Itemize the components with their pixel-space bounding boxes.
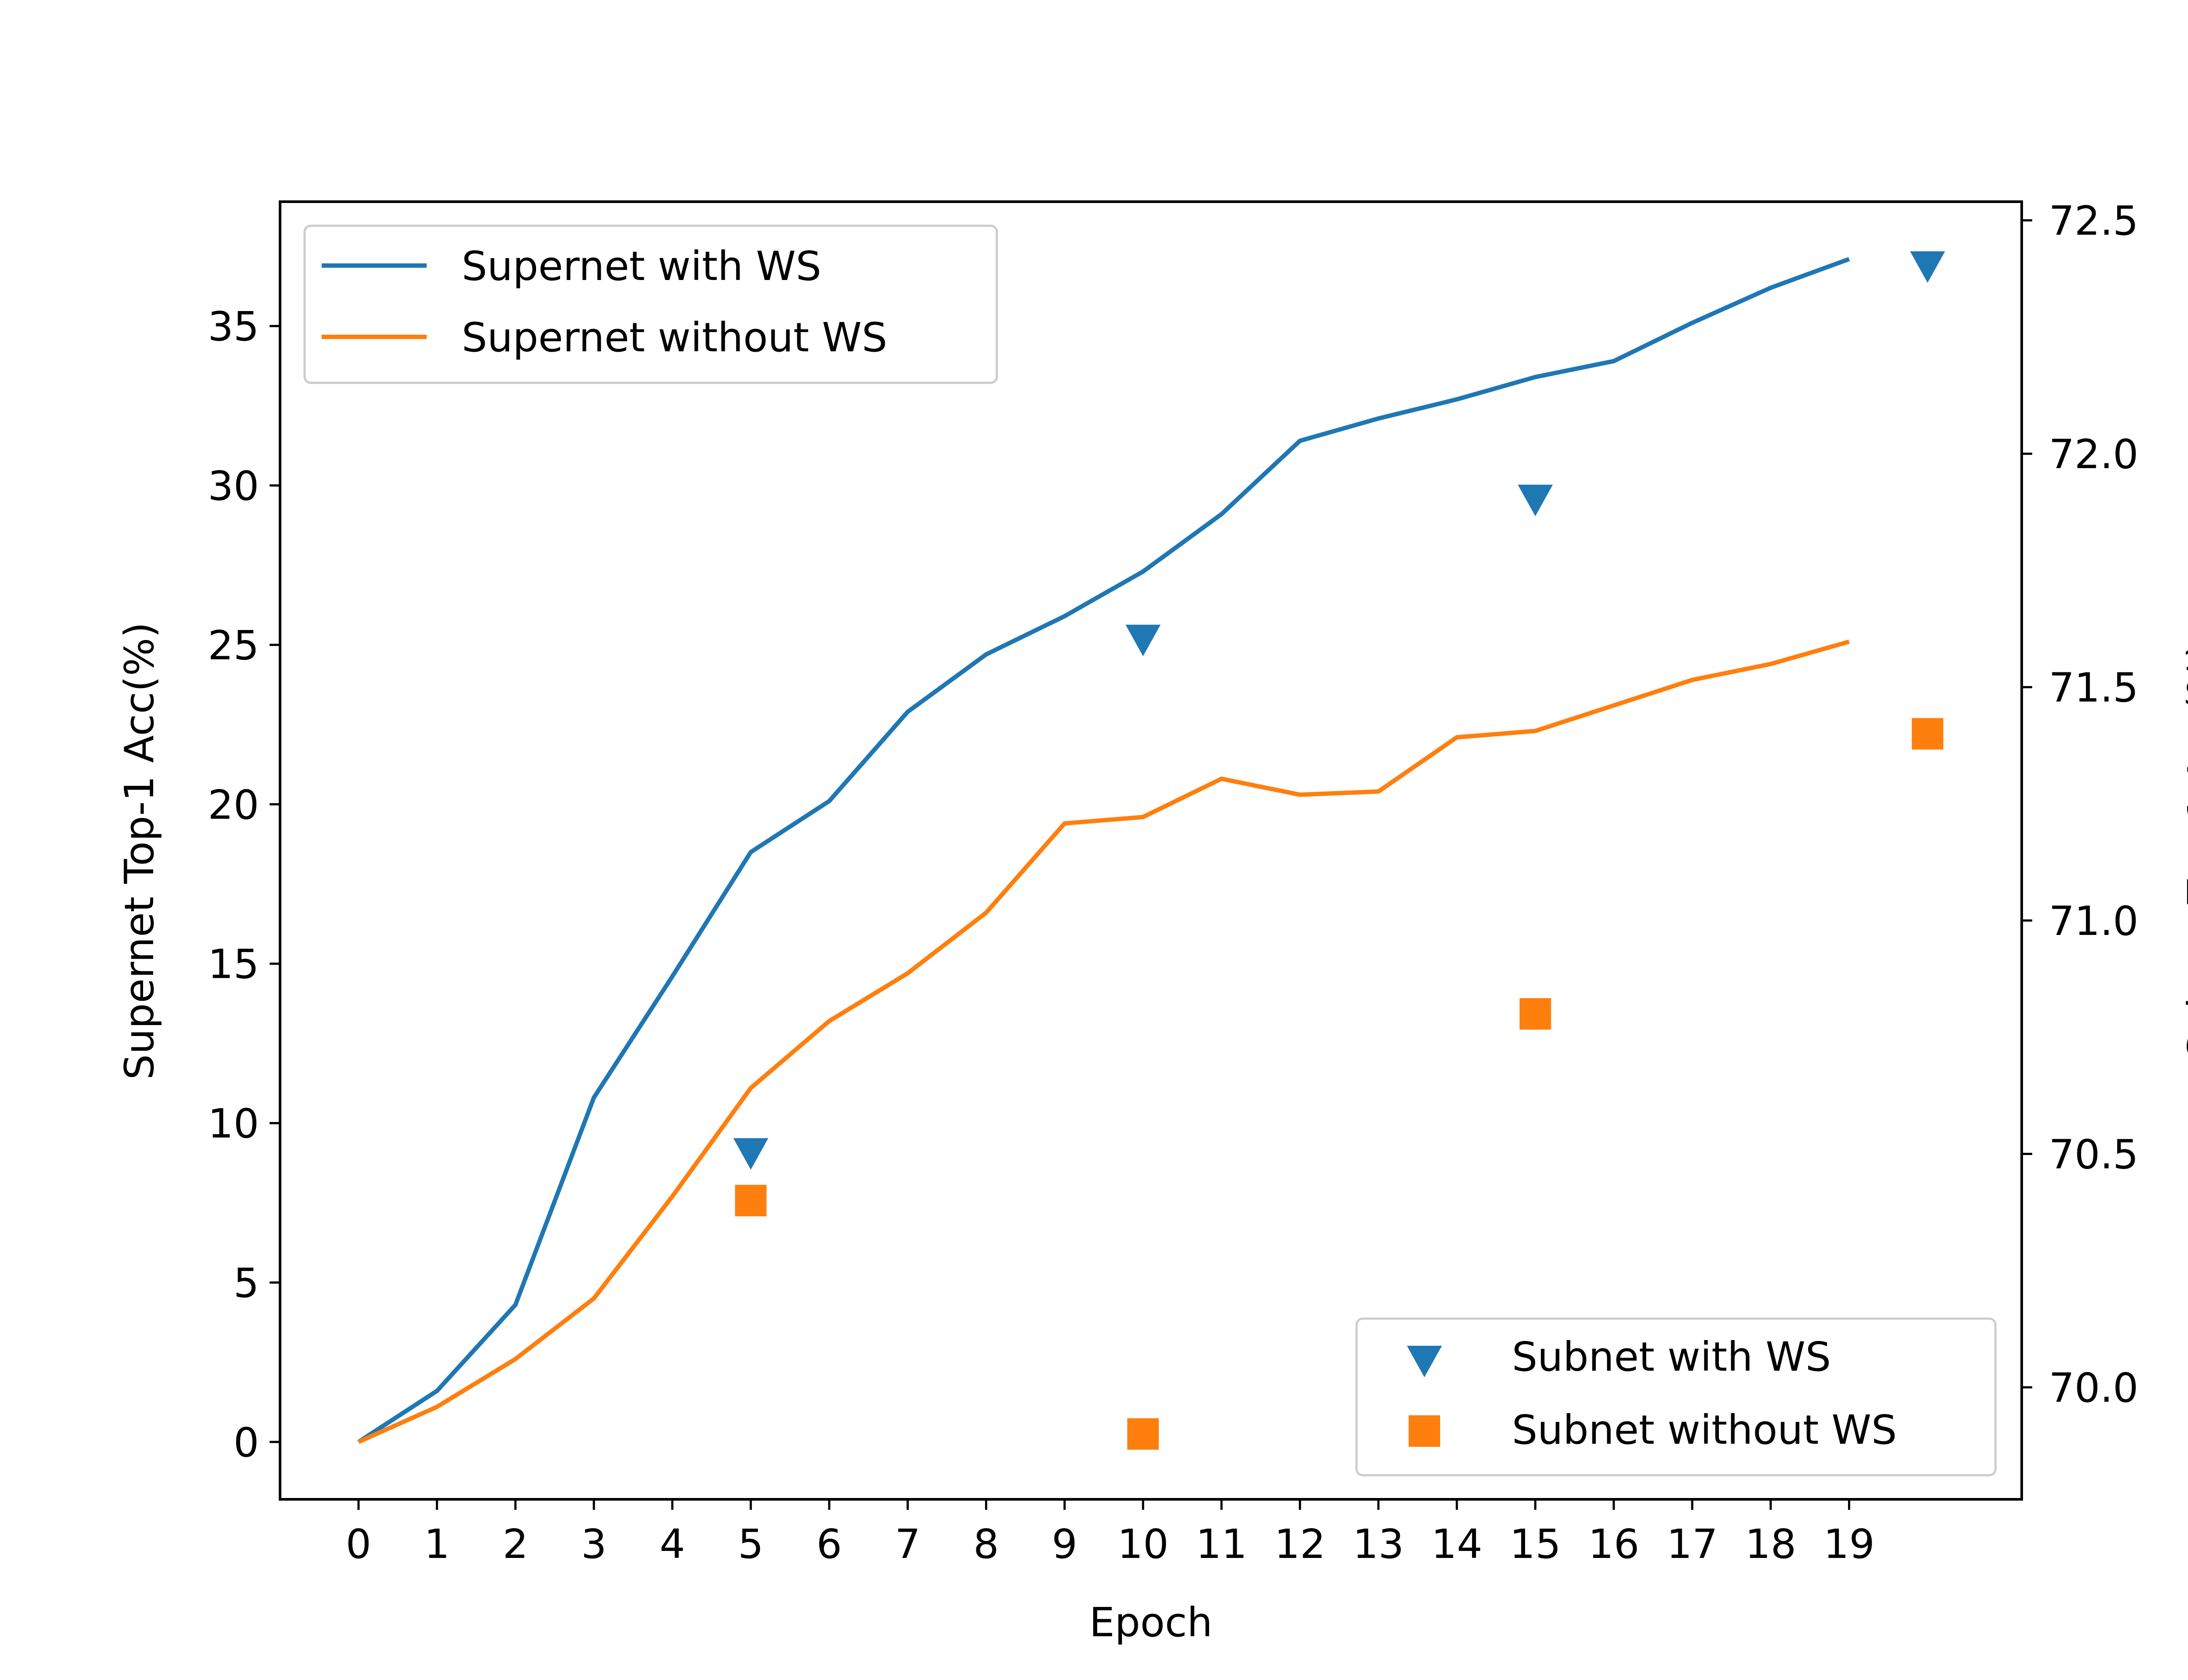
right-y-axis-ticks: 70.0 70.5 71.0 71.5 72.0 72.5 — [2022, 198, 2139, 1411]
x-tick-label: 14 — [1431, 1521, 1483, 1568]
marker-subnet-without-ws — [1127, 1418, 1159, 1450]
legend-subnet-without-ws-marker — [1409, 1415, 1440, 1447]
point-supernet-without-ws — [672, 1196, 673, 1197]
x-tick-label: 16 — [1588, 1521, 1639, 1568]
marker-subnet-with-ws — [733, 1138, 768, 1170]
marker-subnet-without-ws — [1519, 998, 1551, 1030]
line-series-group — [357, 257, 1850, 1444]
legend-supernet-without-ws-label: Supernet without WS — [462, 314, 887, 361]
left-y-axis-label: Supernet Top-1 Acc(%) — [116, 622, 163, 1080]
point-supernet-without-ws — [1849, 641, 1850, 642]
point-supernet-without-ws — [1378, 791, 1379, 792]
marker-subnet-with-ws — [1518, 484, 1553, 516]
marker-subnet-without-ws — [1911, 718, 1943, 750]
x-tick-label: 8 — [973, 1521, 999, 1568]
right-y-tick-label: 71.0 — [2049, 898, 2139, 945]
x-tick-label: 1 — [424, 1521, 450, 1568]
left-y-tick-label: 15 — [208, 941, 259, 988]
legend-subnet: Subnet with WS Subnet without WS — [1355, 1317, 1997, 1477]
point-supernet-with-ws — [593, 1097, 594, 1098]
x-axis-ticks: 0 1 2 3 4 5 6 7 8 9 10 11 12 13 14 15 16 17 18 19 — [346, 1499, 1875, 1568]
right-y-tick-label: 71.5 — [2049, 665, 2139, 711]
point-supernet-with-ws — [750, 852, 751, 853]
point-supernet-with-ws — [1378, 418, 1379, 419]
x-tick-label: 5 — [738, 1521, 764, 1568]
right-y-tick-label: 72.5 — [2049, 198, 2139, 245]
point-supernet-with-ws — [515, 1304, 516, 1305]
x-tick-label: 10 — [1118, 1521, 1169, 1568]
point-supernet-without-ws — [1456, 737, 1457, 738]
point-supernet-without-ws — [515, 1358, 516, 1359]
point-supernet-with-ws — [1535, 377, 1536, 378]
x-tick-label: 6 — [817, 1521, 842, 1568]
left-y-tick-label: 0 — [233, 1419, 259, 1466]
left-y-tick-label: 30 — [208, 463, 259, 510]
left-y-axis-ticks: 0 5 10 15 20 25 30 35 — [208, 303, 280, 1466]
point-supernet-without-ws — [1300, 794, 1301, 795]
point-supernet-without-ws — [1770, 664, 1771, 665]
point-supernet-without-ws — [907, 973, 908, 974]
marker-subnet-with-ws — [1126, 624, 1161, 656]
marker-subnet-with-ws — [1910, 251, 1945, 283]
legend-supernet-frame — [303, 224, 998, 384]
x-tick-label: 0 — [346, 1521, 372, 1568]
legend-subnet-with-ws-label: Subnet with WS — [1512, 1334, 1831, 1380]
x-tick-label: 7 — [895, 1521, 921, 1568]
point-supernet-with-ws — [907, 711, 908, 712]
point-supernet-with-ws — [986, 654, 987, 655]
x-tick-label: 15 — [1510, 1521, 1561, 1568]
left-y-tick-label: 35 — [208, 303, 259, 350]
right-y-tick-label: 72.0 — [2049, 431, 2139, 478]
x-tick-label: 2 — [503, 1521, 529, 1568]
legend-supernet: Supernet with WS Supernet without WS — [303, 224, 998, 384]
left-y-tick-label: 25 — [208, 622, 259, 669]
point-supernet-with-ws — [1770, 287, 1771, 288]
point-supernet-with-ws — [672, 976, 673, 977]
x-tick-label: 9 — [1052, 1521, 1078, 1568]
right-y-tick-label: 70.0 — [2049, 1365, 2139, 1411]
legend-supernet-with-ws-label: Supernet with WS — [462, 243, 821, 290]
point-supernet-without-ws — [1535, 731, 1536, 732]
point-supernet-with-ws — [437, 1390, 438, 1391]
x-tick-label: 19 — [1823, 1521, 1875, 1568]
point-supernet-without-ws — [1221, 778, 1222, 779]
right-y-tick-label: 70.5 — [2049, 1131, 2139, 1178]
legend-subnet-with-ws-marker — [1407, 1346, 1442, 1377]
left-y-tick-label: 10 — [208, 1100, 259, 1147]
point-supernet-with-ws — [1613, 360, 1614, 361]
x-tick-label: 17 — [1666, 1521, 1718, 1568]
left-y-tick-label: 20 — [208, 781, 259, 828]
legend-subnet-frame — [1355, 1317, 1997, 1477]
x-tick-label: 11 — [1196, 1521, 1247, 1568]
point-supernet-without-ws — [1692, 679, 1693, 680]
point-supernet-without-ws — [1064, 823, 1065, 824]
point-supernet-with-ws — [1692, 322, 1693, 323]
legend-subnet-without-ws-label: Subnet without WS — [1512, 1407, 1897, 1453]
point-supernet-without-ws — [593, 1298, 594, 1299]
line-supernet-without-ws — [358, 639, 1850, 1444]
point-supernet-without-ws — [986, 912, 987, 913]
x-tick-label: 4 — [659, 1521, 685, 1568]
x-tick-label: 13 — [1353, 1521, 1404, 1568]
x-axis-label: Epoch — [1089, 1599, 1213, 1646]
point-supernet-without-ws — [829, 1021, 830, 1022]
x-tick-label: 12 — [1274, 1521, 1325, 1568]
line-supernet-with-ws — [357, 257, 1850, 1444]
point-supernet-with-ws — [1456, 399, 1457, 400]
point-supernet-without-ws — [1613, 705, 1614, 706]
x-tick-label: 3 — [581, 1521, 607, 1568]
left-y-tick-label: 5 — [233, 1260, 259, 1306]
x-tick-label: 18 — [1745, 1521, 1796, 1568]
point-supernet-with-ws — [829, 801, 830, 802]
marker-subnet-without-ws — [735, 1185, 767, 1217]
scatter-series-group — [733, 251, 1945, 1450]
plot-frame — [279, 200, 2023, 1501]
right-y-axis-label: Subnet Top-1 Acc(%) — [2179, 642, 2188, 1059]
